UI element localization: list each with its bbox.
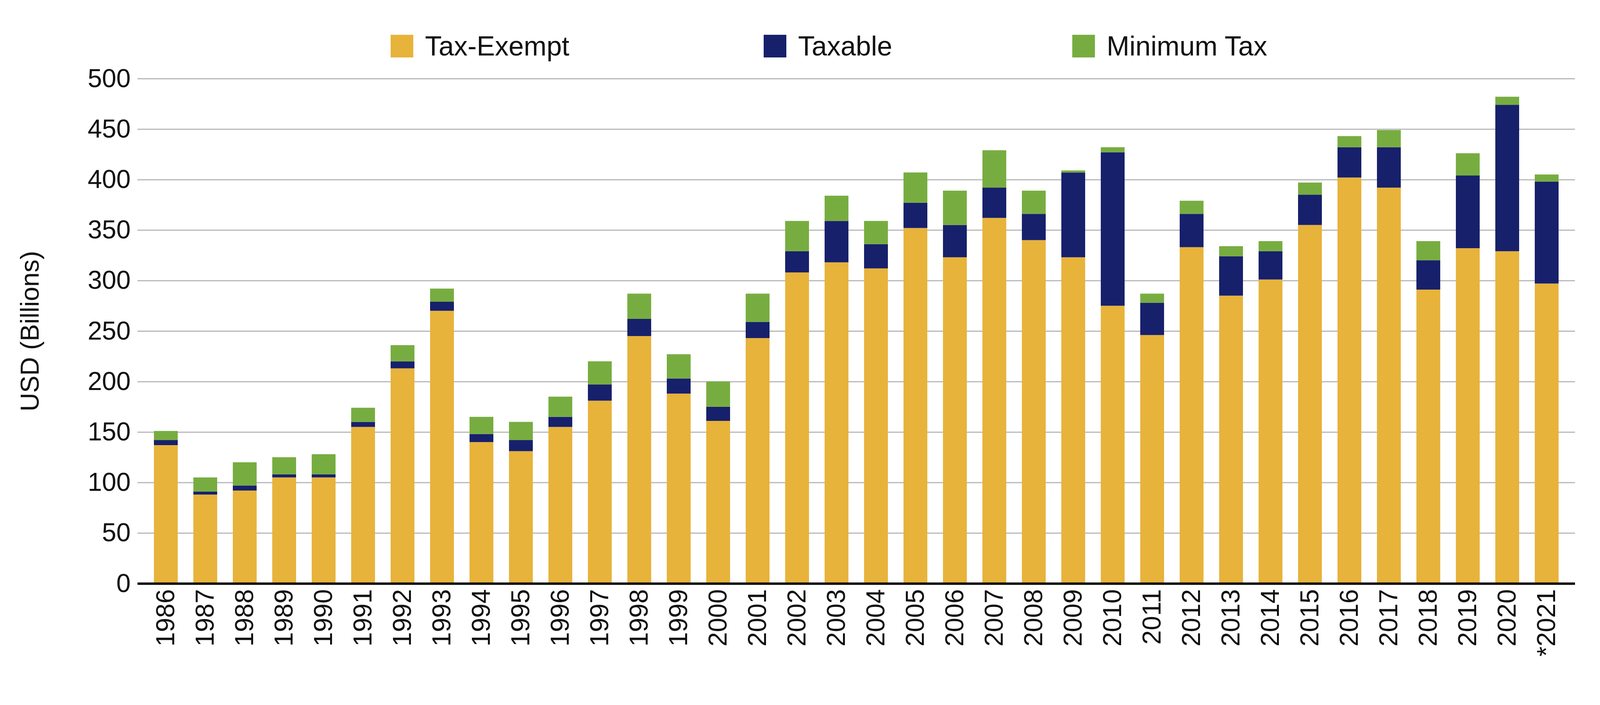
svg-text:2014: 2014 xyxy=(1255,589,1285,647)
svg-text:2019: 2019 xyxy=(1452,589,1482,647)
svg-text:2013: 2013 xyxy=(1216,589,1245,647)
svg-text:100: 100 xyxy=(87,467,131,497)
svg-text:2018: 2018 xyxy=(1413,589,1443,647)
svg-text:2020: 2020 xyxy=(1492,589,1522,647)
svg-text:2010: 2010 xyxy=(1097,589,1127,647)
svg-text:1997: 1997 xyxy=(584,589,614,647)
svg-text:400: 400 xyxy=(87,164,131,194)
svg-text:1999: 1999 xyxy=(663,589,693,647)
svg-text:500: 500 xyxy=(87,66,131,93)
svg-text:1996: 1996 xyxy=(545,589,575,647)
html-text:Tax-Exempt: Tax-Exempt xyxy=(425,30,570,62)
svg-text:2012: 2012 xyxy=(1176,589,1206,647)
html-text:Minimum Tax: Minimum Tax xyxy=(1106,30,1268,62)
svg-text:*2021: *2021 xyxy=(1531,589,1561,657)
svg-text:300: 300 xyxy=(87,265,131,295)
svg-text:2008: 2008 xyxy=(1018,589,1048,647)
svg-text:1993: 1993 xyxy=(426,589,456,647)
svg-text:350: 350 xyxy=(87,214,131,244)
svg-text:2003: 2003 xyxy=(821,589,851,647)
svg-text:2002: 2002 xyxy=(782,589,811,647)
svg-text:1986: 1986 xyxy=(150,589,180,647)
svg-text:2006: 2006 xyxy=(939,589,969,647)
svg-text:2017: 2017 xyxy=(1373,589,1403,647)
svg-text:150: 150 xyxy=(87,416,131,446)
svg-text:2004: 2004 xyxy=(860,589,890,647)
svg-text:450: 450 xyxy=(87,114,131,143)
svg-text:50: 50 xyxy=(101,517,131,547)
svg-text:2001: 2001 xyxy=(742,589,772,647)
svg-text:1987: 1987 xyxy=(190,589,220,647)
svg-text:1990: 1990 xyxy=(308,589,338,647)
svg-text:1989: 1989 xyxy=(269,589,299,647)
svg-text:2007: 2007 xyxy=(979,589,1009,647)
svg-text:1994: 1994 xyxy=(466,589,496,647)
svg-text:2009: 2009 xyxy=(1058,589,1088,647)
svg-text:250: 250 xyxy=(87,316,131,345)
svg-text:1995: 1995 xyxy=(505,589,535,647)
html-text:Taxable: Taxable xyxy=(798,30,893,62)
svg-text:1992: 1992 xyxy=(387,589,417,647)
svg-text:2016: 2016 xyxy=(1334,589,1364,647)
svg-text:2005: 2005 xyxy=(900,589,930,647)
svg-text:1988: 1988 xyxy=(229,589,259,647)
svg-text:200: 200 xyxy=(87,366,131,396)
svg-text:2011: 2011 xyxy=(1137,589,1167,645)
svg-text:1998: 1998 xyxy=(624,589,654,647)
svg-text:2015: 2015 xyxy=(1294,589,1324,647)
svg-text:USD (Billions): USD (Billions) xyxy=(15,250,45,412)
svg-text:1991: 1991 xyxy=(348,589,377,647)
svg-text:2000: 2000 xyxy=(703,589,733,647)
svg-text:0: 0 xyxy=(116,568,131,598)
